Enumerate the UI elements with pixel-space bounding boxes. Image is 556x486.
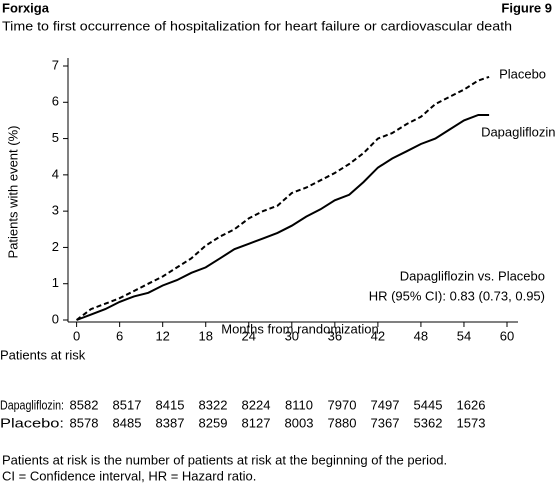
y-tick-label: 2 [52, 239, 59, 254]
x-axis-label: Months from randomization [221, 321, 379, 336]
y-tick-label: 4 [52, 166, 59, 181]
footnote: CI = Confidence interval, HR = Hazard ra… [2, 468, 256, 483]
at-risk-value: 8127 [242, 415, 271, 430]
x-tick-label: 0 [73, 328, 80, 343]
header-left: Forxiga [2, 0, 50, 15]
x-tick-label: 54 [457, 328, 471, 343]
x-tick-label: 42 [371, 328, 385, 343]
at-risk-value: 8582 [70, 397, 99, 412]
at-risk-value: 8485 [113, 415, 142, 430]
y-tick-label: 5 [52, 130, 59, 145]
at-risk-value: 1573 [457, 415, 486, 430]
annotation: HR (95% CI): 0.83 (0.73, 0.95) [369, 288, 545, 303]
at-risk-value: 8224 [242, 397, 271, 412]
at-risk-value: 7367 [371, 415, 400, 430]
at-risk-value: 8322 [199, 397, 228, 412]
x-tick-label: 30 [285, 328, 299, 343]
at-risk-value: 7970 [328, 397, 357, 412]
at-risk-value: 8578 [70, 415, 99, 430]
at-risk-value: 8110 [285, 397, 313, 412]
x-tick-label: 18 [198, 328, 212, 343]
footnote: Patients at risk is the number of patien… [2, 452, 447, 467]
at-risk-label: Placebo: [0, 415, 64, 430]
y-tick-label: 6 [52, 94, 59, 109]
at-risk-value: 8517 [113, 397, 142, 412]
y-tick-label: 7 [52, 57, 59, 72]
at-risk-value: 1626 [457, 397, 486, 412]
series-line [76, 114, 490, 321]
x-tick-label: 12 [155, 328, 169, 343]
at-risk-value: 7880 [328, 415, 357, 430]
at-risk-value: 8387 [156, 415, 185, 430]
x-tick-label: 24 [242, 328, 256, 343]
annotation: Dapagliflozin vs. Placebo [400, 268, 545, 283]
x-tick-label: 36 [328, 328, 342, 343]
at-risk-value: 8415 [156, 397, 185, 412]
y-axis-label: Patients with event (%) [5, 126, 20, 259]
at-risk-label: Dapagliflozin: [0, 397, 64, 412]
at-risk-title: Patients at risk [0, 347, 86, 362]
series-label: Dapagliflozin [481, 124, 555, 139]
y-tick-label: 0 [52, 311, 59, 326]
at-risk-value: 7497 [371, 397, 400, 412]
series-line [75, 75, 490, 321]
series-label: Placebo [499, 66, 546, 81]
at-risk-value: 5362 [414, 415, 443, 430]
header-right: Figure 9 [501, 0, 552, 15]
y-tick-label: 1 [52, 275, 59, 290]
x-tick-label: 60 [500, 328, 514, 343]
y-tick-label: 3 [52, 203, 59, 218]
x-tick-label: 6 [116, 328, 123, 343]
at-risk-value: 8259 [199, 415, 228, 430]
x-tick-label: 48 [414, 328, 428, 343]
chart-title: Time to first occurrence of hospitalizat… [2, 18, 512, 33]
at-risk-value: 8003 [285, 415, 314, 430]
at-risk-value: 5445 [414, 397, 443, 412]
